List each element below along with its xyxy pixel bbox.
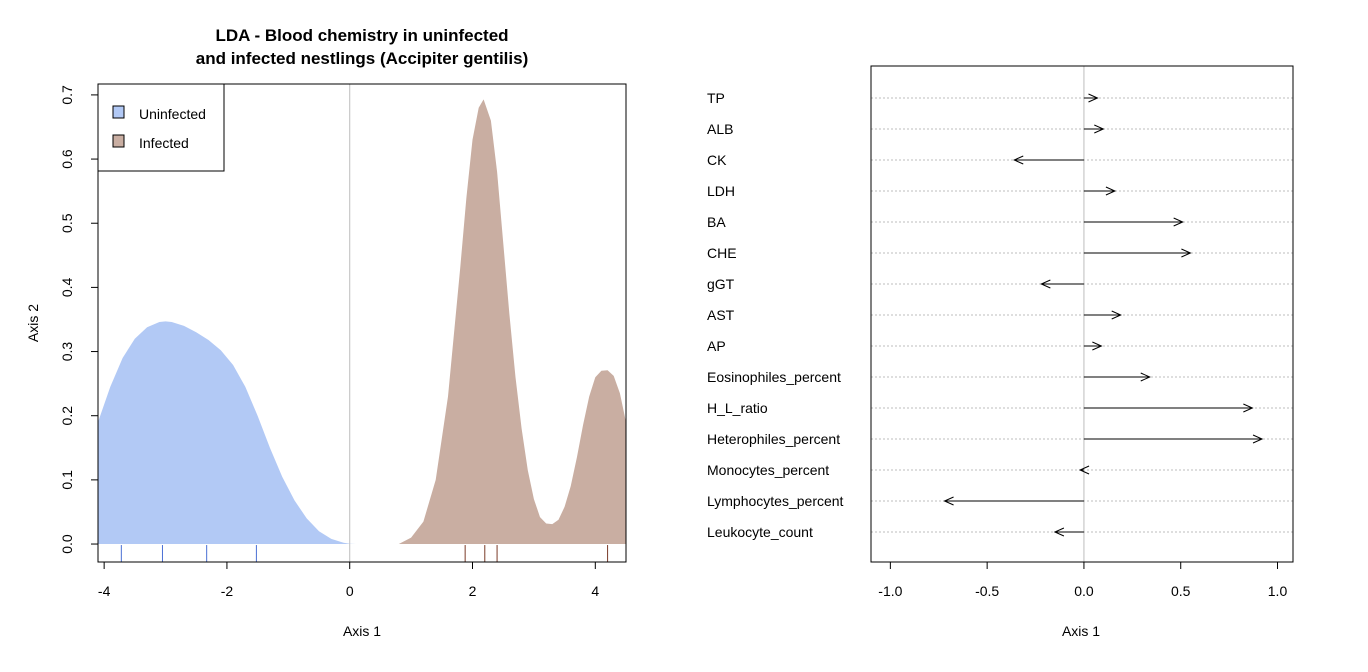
loading-variable-label: Lymphocytes_percent <box>707 493 844 509</box>
loadings-arrows <box>943 93 1264 537</box>
legend-swatch-uninfected <box>112 105 125 119</box>
loading-arrow-head <box>943 496 954 506</box>
loading-arrow-head <box>1078 465 1090 475</box>
density-x-tick-label: -4 <box>98 583 111 599</box>
loading-variable-label: H_L_ratio <box>707 400 768 416</box>
density-title-line-1: LDA - Blood chemistry in uninfected <box>215 26 508 45</box>
loading-variable-label: CK <box>707 152 727 168</box>
loading-variable-label: AP <box>707 338 726 354</box>
density-y-tick-label: 0.3 <box>59 342 75 362</box>
loadings-panel: TP ALB CK LDH BA CHE gGT AST AP Eosinophiles_perc… <box>707 65 1294 639</box>
density-area-uninfected <box>98 321 356 544</box>
loading-variable-label: gGT <box>707 276 735 292</box>
loading-variable-label: BA <box>707 214 726 230</box>
loading-arrow-head <box>1140 372 1151 382</box>
loadings-x-tick-label: 0.0 <box>1074 583 1094 599</box>
density-panel: LDA - Blood chemistry in uninfected and … <box>25 26 627 639</box>
loading-variable-label: TP <box>707 90 725 106</box>
loading-arrow-head <box>1092 341 1103 351</box>
density-x-tick-label: 0 <box>346 583 354 599</box>
density-y-axis: 0.0 0.1 0.2 0.3 0.4 0.5 0.6 0.7 <box>59 85 98 554</box>
density-y-tick-label: 0.5 <box>59 213 75 233</box>
density-areas <box>98 99 626 545</box>
loading-arrow-head <box>1040 279 1051 289</box>
loading-arrow-head <box>1094 124 1105 134</box>
loadings-plot-frame <box>870 65 1294 563</box>
loadings-x-tick-label: 1.0 <box>1268 583 1288 599</box>
density-x-axis-label: Axis 1 <box>343 623 381 639</box>
loadings-x-tick-label: -1.0 <box>878 583 902 599</box>
loading-arrow-head <box>1173 217 1184 227</box>
density-x-tick-label: 2 <box>469 583 477 599</box>
density-y-tick-label: 0.7 <box>59 85 75 105</box>
density-y-tick-label: 0.4 <box>59 277 75 297</box>
legend: Uninfected Infected <box>97 83 225 172</box>
loading-variable-label: CHE <box>707 245 737 261</box>
density-plot-frame <box>97 83 627 563</box>
loading-arrow-head <box>1243 403 1254 413</box>
loading-arrow-head <box>1252 434 1264 444</box>
density-y-tick-label: 0.1 <box>59 470 75 490</box>
density-x-tick-label: 4 <box>591 583 599 599</box>
loadings-x-tick-label: -0.5 <box>975 583 999 599</box>
density-y-axis-label: Axis 2 <box>25 304 41 342</box>
loading-arrow-head <box>1111 310 1122 320</box>
loadings-x-axis: -1.0 -0.5 0.0 0.5 1.0 <box>878 562 1287 599</box>
loading-arrow-head <box>1088 93 1099 103</box>
density-x-axis: -4 -2 0 2 4 <box>98 562 599 599</box>
density-title-line-2: and infected nestlings (Accipiter gentil… <box>196 49 529 68</box>
rug-marks <box>120 545 609 563</box>
loading-arrow-head <box>1053 527 1065 537</box>
loading-variable-label: ALB <box>707 121 733 137</box>
density-y-tick-label: 0.0 <box>59 534 75 554</box>
loading-variable-label: Heterophiles_percent <box>707 431 840 447</box>
loading-variable-label: LDH <box>707 183 735 199</box>
density-x-tick-label: -2 <box>221 583 234 599</box>
loading-arrow-head <box>1013 155 1024 165</box>
density-y-tick-label: 0.2 <box>59 406 75 426</box>
loadings-x-axis-label: Axis 1 <box>1062 623 1100 639</box>
loading-variable-label: Eosinophiles_percent <box>707 369 841 385</box>
loading-variable-label: Leukocyte_count <box>707 524 813 540</box>
density-area-infected <box>398 99 626 545</box>
legend-label-infected: Infected <box>139 135 189 151</box>
legend-swatch-infected <box>112 134 125 148</box>
density-y-tick-label: 0.6 <box>59 149 75 169</box>
legend-box <box>97 83 225 172</box>
loadings-gridlines <box>871 97 1293 533</box>
loading-arrow-head <box>1181 248 1192 258</box>
legend-label-uninfected: Uninfected <box>139 106 206 122</box>
loading-variable-label: Monocytes_percent <box>707 462 829 478</box>
loadings-x-tick-label: 0.5 <box>1171 583 1191 599</box>
loading-arrow-head <box>1105 186 1117 196</box>
loadings-variable-labels: TP ALB CK LDH BA CHE gGT AST AP Eosinophiles_perc… <box>707 90 844 540</box>
loading-variable-label: AST <box>707 307 735 323</box>
